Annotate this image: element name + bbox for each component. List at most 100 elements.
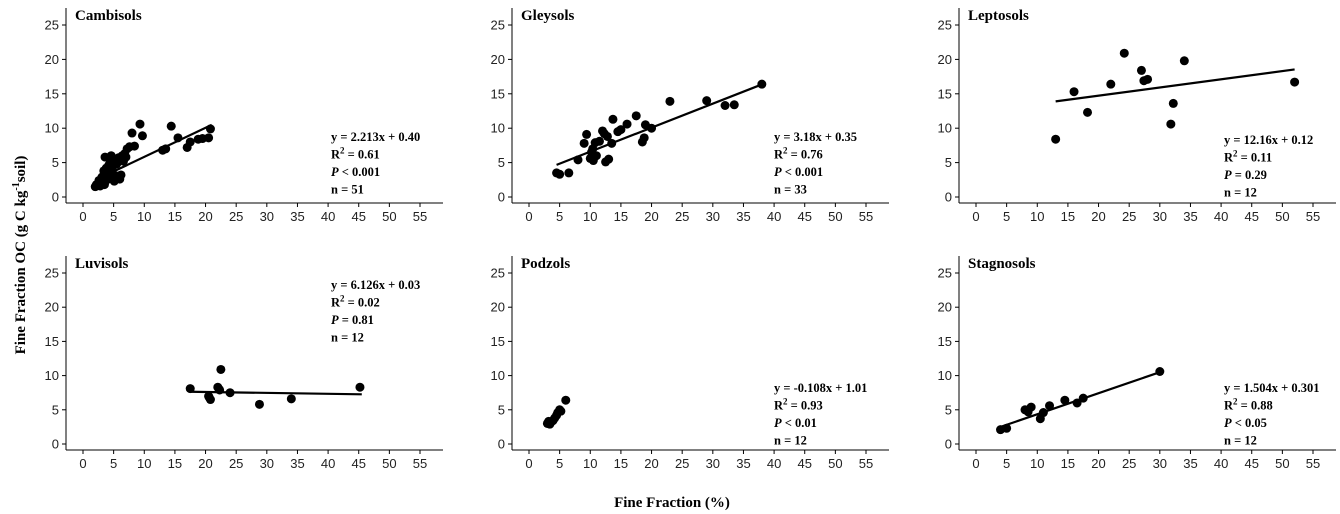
stat-n: n = 51 <box>331 183 364 197</box>
x-tick-label: 0 <box>525 456 532 471</box>
panel-podzols: 0 5 10 15 20 25 0 5 10 15 20 25 30 35 40 45 50 55 Podzols y… <box>491 256 889 471</box>
data-point <box>1155 366 1165 376</box>
y-tick-label: 25 <box>938 266 952 281</box>
x-tick-label: 30 <box>1153 209 1167 224</box>
x-tick-label: 25 <box>229 456 243 471</box>
stat-p: P = 0.29 <box>1224 168 1267 182</box>
x-tick-label: 45 <box>351 209 365 224</box>
y-tick-label: 15 <box>45 86 59 101</box>
x-tick-label: 55 <box>413 209 427 224</box>
x-tick-label: 25 <box>229 209 243 224</box>
x-tick-label: 0 <box>525 209 532 224</box>
x-tick-label: 40 <box>321 209 335 224</box>
data-point <box>1045 401 1055 411</box>
stat-equation: y = 6.126x + 0.03 <box>331 278 420 292</box>
x-tick-label: 10 <box>1030 456 1044 471</box>
y-tick-label: 0 <box>498 190 505 205</box>
x-tick-label: 20 <box>198 209 212 224</box>
data-point <box>588 144 598 154</box>
data-point <box>556 406 566 416</box>
x-tick-label: 40 <box>321 456 335 471</box>
y-tick-label: 0 <box>498 437 505 452</box>
x-tick-label: 55 <box>1306 209 1320 224</box>
panel-title: Luvisols <box>75 256 129 272</box>
x-tick-label: 45 <box>797 456 811 471</box>
y-tick-label: 20 <box>938 52 952 67</box>
data-point <box>1119 48 1129 58</box>
y-tick-label: 20 <box>491 300 505 315</box>
y-tick-label: 5 <box>498 155 505 170</box>
data-point <box>1143 74 1153 84</box>
data-point <box>137 131 147 141</box>
data-point <box>544 418 554 428</box>
y-tick-label: 25 <box>45 266 59 281</box>
stat-equation: y = 12.16x + 0.12 <box>1224 133 1313 147</box>
x-tick-label: 55 <box>859 456 873 471</box>
data-point <box>594 136 604 146</box>
y-tick-label: 10 <box>491 121 505 136</box>
stat-n: n = 33 <box>774 183 807 197</box>
y-tick-label: 15 <box>938 86 952 101</box>
x-tick-label: 50 <box>1275 456 1289 471</box>
data-point <box>1106 79 1116 89</box>
data-point <box>607 138 617 148</box>
x-tick-label: 15 <box>614 209 628 224</box>
x-tick-label: 50 <box>1275 209 1289 224</box>
data-point <box>1290 77 1300 87</box>
y-tick-label: 20 <box>491 52 505 67</box>
panel-cambisols: 0 5 10 15 20 25 0 5 10 15 20 25 30 35 40 45 50 55 Cambisol… <box>45 8 443 224</box>
x-tick-label: 20 <box>644 209 658 224</box>
x-tick-label: 5 <box>110 209 117 224</box>
x-tick-label: 15 <box>168 456 182 471</box>
data-point <box>205 124 215 134</box>
x-tick-label: 5 <box>556 456 563 471</box>
y-tick-label: 15 <box>45 334 59 349</box>
x-tick-label: 20 <box>1091 209 1105 224</box>
panel-title: Stagnosols <box>968 256 1036 272</box>
x-tick-label: 50 <box>828 209 842 224</box>
data-point <box>702 96 712 106</box>
data-point <box>185 384 195 394</box>
x-tick-label: 10 <box>1030 209 1044 224</box>
x-tick-label: 35 <box>1183 456 1197 471</box>
data-point <box>1072 398 1082 408</box>
stat-r2: R2 = 0.61 <box>331 146 380 162</box>
data-point <box>582 129 592 139</box>
y-tick-label: 0 <box>52 190 59 205</box>
data-point <box>204 392 214 402</box>
stat-equation: y = 3.18x + 0.35 <box>774 130 857 144</box>
data-point <box>173 133 183 143</box>
data-point <box>1038 408 1048 418</box>
data-point <box>225 388 235 398</box>
y-tick-label: 20 <box>938 300 952 315</box>
data-point <box>604 154 614 164</box>
data-point <box>616 125 626 135</box>
panel-leptosols: 0 5 10 15 20 25 0 5 10 15 20 25 30 35 40 45 50 55 Leptosol… <box>938 8 1336 224</box>
data-point <box>591 151 601 161</box>
stat-n: n = 12 <box>774 434 807 448</box>
data-point <box>1051 134 1061 144</box>
x-tick-label: 30 <box>706 456 720 471</box>
data-point <box>127 128 137 138</box>
stat-equation: y = -0.108x + 1.01 <box>774 381 867 395</box>
data-point <box>1069 87 1079 97</box>
data-point <box>254 399 264 409</box>
x-tick-label: 45 <box>1244 209 1258 224</box>
data-point <box>665 96 675 106</box>
x-tick-label: 55 <box>413 456 427 471</box>
data-point <box>1026 402 1036 412</box>
x-tick-label: 10 <box>137 456 151 471</box>
stat-p: P = 0.81 <box>331 313 374 327</box>
y-tick-label: 5 <box>498 402 505 417</box>
stat-p: P < 0.05 <box>1224 416 1267 430</box>
y-tick-label: 10 <box>491 368 505 383</box>
stat-p: P < 0.01 <box>774 416 817 430</box>
y-tick-label: 25 <box>491 266 505 281</box>
data-point <box>757 79 767 89</box>
data-point <box>555 169 565 179</box>
x-tick-label: 15 <box>1061 456 1075 471</box>
y-tick-label: 10 <box>938 121 952 136</box>
y-tick-label: 25 <box>938 18 952 33</box>
data-point <box>355 382 365 392</box>
